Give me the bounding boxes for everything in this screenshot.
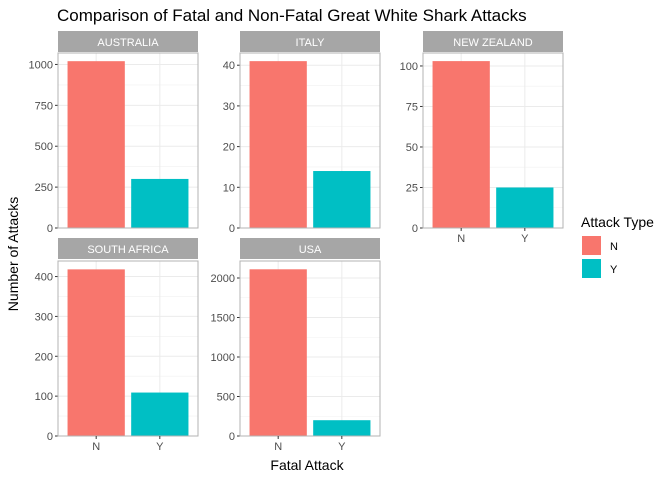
y-tick-label: 10 <box>223 182 235 194</box>
bar-y <box>313 420 371 436</box>
facet-strip <box>58 238 198 259</box>
x-axis-title: Fatal Attack <box>270 457 344 473</box>
legend-label: Y <box>610 264 618 276</box>
bar-y <box>131 178 189 228</box>
legend: Attack Type NY <box>581 214 654 278</box>
facet-panels: AUSTRALIA02505007501000ITALY010203040NEW… <box>29 31 564 453</box>
facet-strip <box>240 238 380 259</box>
y-tick-label: 40 <box>223 60 235 72</box>
x-tick-label: Y <box>338 441 346 453</box>
facet-border <box>57 260 199 437</box>
bar-y <box>131 392 189 436</box>
bar-y <box>496 187 554 228</box>
y-tick-label: 0 <box>47 431 53 443</box>
legend-key <box>582 236 601 255</box>
bar-n <box>67 61 125 229</box>
y-tick-label: 0 <box>47 223 53 235</box>
y-tick-label: 0 <box>229 223 235 235</box>
y-tick-label: 2000 <box>211 273 235 285</box>
facet-new-zealand: NEW ZEALAND 0 25 50 75 100 N Y <box>400 31 564 245</box>
y-tick-label: 400 <box>35 272 53 284</box>
y-tick-label: 250 <box>35 182 53 194</box>
y-tick-label: 50 <box>406 142 418 154</box>
chart-title: Comparison of Fatal and Non-Fatal Great … <box>57 6 527 25</box>
facet-strip <box>423 31 563 52</box>
facet-italy: ITALY 0 10 20 30 40 <box>223 31 381 235</box>
facet-border <box>239 52 381 229</box>
facet-border <box>239 260 381 437</box>
y-tick-label: 500 <box>35 141 53 153</box>
facet-south-africa: SOUTH AFRICA 0 100 200 300 400 N Y <box>35 238 199 453</box>
y-tick-label: 500 <box>217 391 235 403</box>
facet-border <box>57 52 199 229</box>
x-tick-label: Y <box>156 441 164 453</box>
y-tick-label: 25 <box>406 182 418 194</box>
facet-strip <box>240 31 380 52</box>
facet-border <box>422 52 564 229</box>
legend-title: Attack Type <box>581 214 654 230</box>
bar-n <box>249 269 307 436</box>
y-tick-label: 750 <box>35 100 53 112</box>
y-tick-label: 1500 <box>211 312 235 324</box>
y-tick-label: 100 <box>35 391 53 403</box>
x-tick-label: N <box>274 441 282 453</box>
facet-strip-label: USA <box>299 244 322 256</box>
y-tick-label: 100 <box>400 61 418 73</box>
y-tick-label: 1000 <box>29 59 53 71</box>
x-tick-label: N <box>457 233 465 245</box>
y-axis-title: Number of Attacks <box>5 197 21 311</box>
facet-strip-label: AUSTRALIA <box>97 37 159 49</box>
x-tick-label: N <box>92 441 100 453</box>
legend-item-y: Y <box>582 259 618 278</box>
legend-item-n: N <box>582 236 618 255</box>
y-tick-label: 300 <box>35 311 53 323</box>
y-tick-label: 200 <box>35 351 53 363</box>
facet-usa: USA 0 500 1000 1500 2000 N Y <box>211 238 381 453</box>
y-tick-label: 30 <box>223 101 235 113</box>
y-tick-label: 75 <box>406 101 418 113</box>
bar-n <box>67 269 125 436</box>
facet-australia: AUSTRALIA 0 250 500 750 1000 <box>29 31 199 235</box>
facet-strip-label: ITALY <box>296 37 326 49</box>
y-tick-label: 0 <box>229 431 235 443</box>
bar-n <box>249 61 307 229</box>
bar-y <box>313 171 371 228</box>
facet-strip-label: NEW ZEALAND <box>453 37 533 49</box>
y-tick-label: 1000 <box>211 352 235 364</box>
y-tick-label: 20 <box>223 142 235 154</box>
legend-key <box>582 259 601 278</box>
facet-strip-label: SOUTH AFRICA <box>87 244 169 256</box>
bar-n <box>432 61 490 228</box>
y-tick-label: 0 <box>412 223 418 235</box>
legend-label: N <box>610 241 618 253</box>
facet-strip <box>58 31 198 52</box>
x-tick-label: Y <box>521 233 529 245</box>
